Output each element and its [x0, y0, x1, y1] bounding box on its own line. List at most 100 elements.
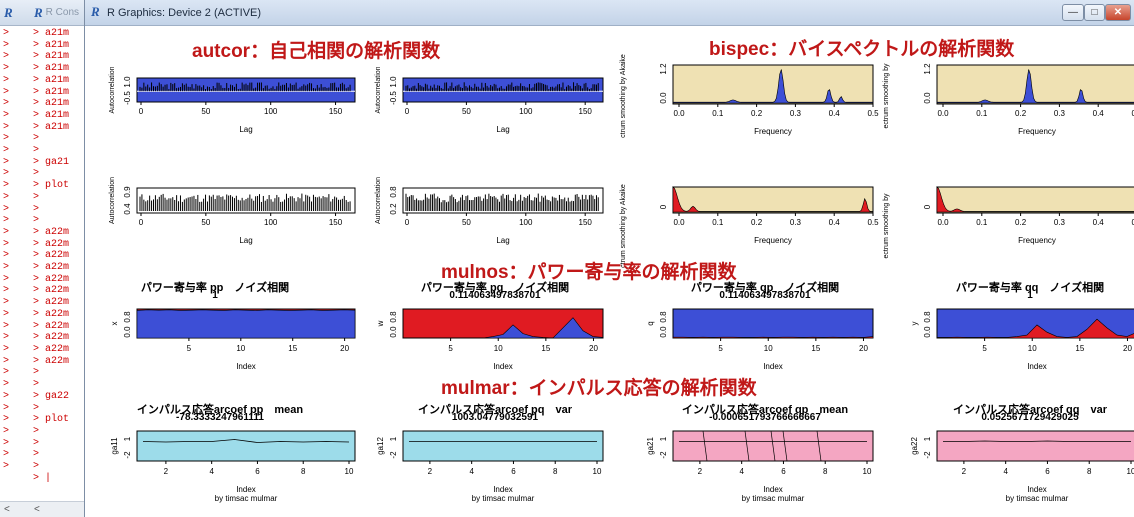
console-line: >	[3, 180, 10, 192]
mulnos-xtick-label: 10	[494, 344, 503, 353]
bispec-ytick-label: 1.2	[923, 63, 932, 75]
mulmar-caption: by timsac mulmar	[742, 494, 805, 503]
bispec-xtick-label: 0.4	[829, 218, 841, 227]
mulmar-sub-pp: -78.3333247961111	[176, 412, 264, 423]
bispec-xlabel: Frequency	[754, 236, 792, 245]
bispec-ytick-label: 0.0	[923, 92, 932, 104]
autcor-ylabel: Autocorrelation	[109, 177, 116, 224]
bispec-xtick-label: 0.5	[867, 218, 879, 227]
mulmar-ytick-label: -2	[923, 451, 932, 459]
console-line: >	[3, 332, 10, 344]
mulnos-contribution-area	[672, 336, 874, 339]
bispec-xtick-label: 0.1	[712, 218, 724, 227]
console-line: >	[3, 320, 10, 332]
maximize-button[interactable]: □	[1084, 4, 1105, 21]
console-line: >	[33, 168, 40, 180]
mulmar-ylabel: ga11	[110, 437, 119, 455]
console-line: >	[3, 414, 10, 426]
console-line: >	[33, 402, 40, 414]
console-window-b[interactable]: R R Cons > a21m > a21m > a21m > a21m > a21m >…	[30, 0, 85, 517]
mulnos-xtick-label: 10	[764, 344, 773, 353]
scroll-left-icon[interactable]: <	[4, 504, 10, 515]
bispec-xtick-label: 0.0	[937, 109, 949, 118]
console-line: > plot	[33, 180, 70, 192]
mulnos-title-qq: パワー寄与率 qq ノイズ相関	[955, 282, 1105, 294]
autcor-ytick-label: 0.4	[123, 203, 132, 215]
autcor-xlabel: Lag	[496, 236, 509, 245]
console-line: >	[3, 203, 10, 215]
bispec-side-label: ctrum smoothing by Akaike	[620, 184, 627, 268]
autcor-ytick-label: 0.9	[123, 186, 132, 198]
mulmar-xtick-label: 10	[593, 467, 602, 476]
bispec-xtick-label: 0.0	[937, 218, 949, 227]
mulmar-xtick-label: 4	[209, 467, 214, 476]
mulnos-ylabel: x	[110, 322, 119, 326]
mulnos-xtick-label: 5	[718, 344, 723, 353]
bispec-xlabel: Frequency	[1018, 236, 1056, 245]
mulmar-xtick-label: 8	[301, 467, 306, 476]
window-title: R Graphics: Device 2 (ACTIVE)	[107, 7, 262, 19]
console-line: > a22m	[33, 273, 70, 285]
mulmar-ytick-label: -2	[659, 451, 668, 459]
bispec-plot-frame	[936, 186, 1134, 214]
bispec-xtick-label: 0.4	[1093, 218, 1105, 227]
console-b-scrollbar[interactable]: <	[30, 501, 84, 517]
graphics-titlebar[interactable]: R R Graphics: Device 2 (ACTIVE) — □ ✕	[85, 0, 1134, 26]
r-logo-icon: R	[34, 4, 43, 20]
console-line: > a22m	[33, 343, 70, 355]
mulmar-xtick-label: 10	[345, 467, 354, 476]
mulmar-caption: by timsac mulmar	[472, 494, 535, 503]
mulmar-xtick-label: 8	[553, 467, 558, 476]
mulmar-response-line	[142, 439, 350, 443]
mulmar-xtick-label: 4	[469, 467, 474, 476]
console-line: > a22m	[33, 285, 70, 297]
console-line: >	[3, 74, 10, 86]
console-line: >	[3, 379, 10, 391]
mulmar-xlabel: Index	[236, 485, 256, 494]
bispec-ytick-label: 0.0	[659, 92, 668, 104]
bispec-xtick-label: 0.2	[751, 218, 763, 227]
graphics-window[interactable]: R R Graphics: Device 2 (ACTIVE) — □ ✕ 0 5…	[84, 0, 1134, 517]
console-line: > a22m	[33, 320, 70, 332]
console-line: > a22m	[33, 308, 70, 320]
autcor-xtick-label: 0	[139, 218, 144, 227]
autcor-ytick-label: 1.0	[123, 76, 132, 88]
close-button[interactable]: ✕	[1105, 4, 1131, 21]
console-line: >	[3, 238, 10, 250]
mulmar-ytick-label: -2	[389, 451, 398, 459]
console-line: >	[3, 133, 10, 145]
console-line: >	[33, 191, 40, 203]
mulnos-sub-pp: 1	[212, 290, 218, 301]
mulmar-xlabel: Index	[763, 485, 783, 494]
console-line: >	[3, 156, 10, 168]
console-b-lines[interactable]: > a21m > a21m > a21m > a21m > a21m > a21m > a2…	[30, 26, 84, 484]
console-a-scrollbar[interactable]: <	[0, 501, 30, 517]
mulnos-xtick-label: 15	[541, 344, 550, 353]
console-b-titlebar[interactable]: R R Cons	[30, 0, 84, 26]
bispec-xtick-label: 0.2	[751, 109, 763, 118]
mulmar-title-qp: インパルス応答arcoef qp mean	[681, 404, 849, 416]
autcor-ytick-label: 1.0	[389, 76, 398, 88]
console-line: > a22m	[33, 226, 70, 238]
console-window-a[interactable]: R > > > > > > > > > > > > > > > > > > > > > > > > > > > > > > > > > > > > > >…	[0, 0, 31, 517]
console-line: > |	[33, 472, 52, 484]
mulnos-ytick-label: 0.8	[923, 311, 932, 323]
mulmar-xtick-label: 8	[823, 467, 828, 476]
mulnos-xtick-label: 5	[448, 344, 453, 353]
minimize-button[interactable]: —	[1062, 4, 1084, 21]
autcor-xtick-label: 0	[405, 107, 410, 116]
scroll-left-icon[interactable]: <	[34, 504, 40, 515]
console-line: >	[33, 133, 40, 145]
console-line: > a22m	[33, 250, 70, 262]
bispec-xtick-label: 0.5	[1131, 218, 1134, 227]
mulmar-ylabel: ga12	[376, 437, 385, 455]
console-a-titlebar[interactable]: R	[0, 0, 30, 26]
console-line: > a21m	[33, 51, 70, 63]
mulnos-xtick-label: 15	[1075, 344, 1084, 353]
autcor-ylabel: Autocorrelation	[375, 177, 382, 224]
mulmar-ylabel: ga22	[910, 437, 919, 455]
mulnos-contribution-area	[403, 317, 604, 339]
mulnos-xtick-label: 20	[589, 344, 598, 353]
autcor-xtick-label: 50	[201, 107, 210, 116]
console-line: >	[3, 402, 10, 414]
